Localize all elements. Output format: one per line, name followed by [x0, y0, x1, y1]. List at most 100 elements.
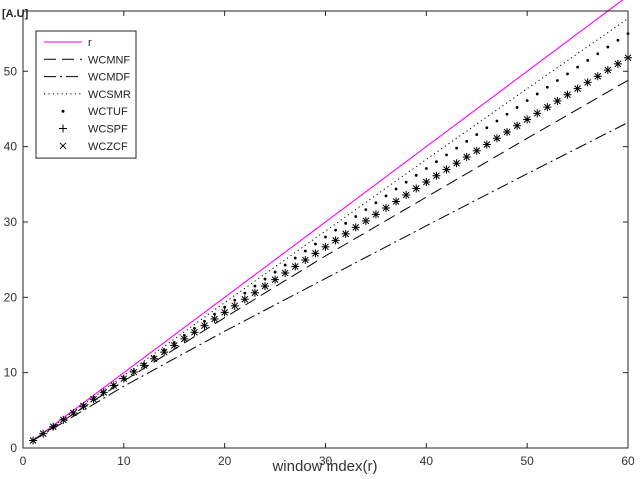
- data-point-wctuf: [475, 133, 479, 136]
- data-point-wczcf: [493, 134, 501, 142]
- data-point-wctuf: [344, 221, 348, 225]
- data-point-wctuf: [505, 112, 509, 116]
- legend-box: [35, 30, 137, 159]
- series-line-r: [32, 0, 624, 441]
- data-point-wczcf: [59, 416, 67, 424]
- data-point-wczcf: [291, 263, 299, 270]
- data-point-wczcf: [614, 60, 622, 68]
- data-point-wczcf: [180, 335, 188, 343]
- data-point-wczcf: [221, 309, 229, 316]
- data-point-wctuf: [556, 79, 559, 82]
- data-point-wctuf: [374, 201, 378, 205]
- data-point-wctuf: [404, 180, 408, 184]
- data-point-wczcf: [251, 289, 259, 297]
- y-tick-label: 30: [4, 215, 18, 229]
- data-point-wctuf: [586, 59, 590, 62]
- y-tick-label: 20: [4, 290, 18, 304]
- data-point-wctuf: [243, 291, 247, 295]
- data-point-wctuf: [495, 119, 499, 123]
- data-point-wczcf: [211, 315, 218, 323]
- data-point-wczcf: [90, 395, 97, 403]
- data-point-wczcf: [433, 172, 440, 180]
- data-point-wczcf: [382, 204, 390, 212]
- data-point-wczcf: [49, 423, 57, 431]
- data-point-wctuf: [334, 228, 337, 232]
- legend-swatch-wcspf: [59, 124, 67, 133]
- legend-label-r: r: [88, 37, 92, 49]
- legend-swatch-wczcf: [59, 142, 67, 150]
- data-point-wczcf: [533, 109, 541, 117]
- data-point-wctuf: [535, 92, 539, 96]
- x-tick-label: 0: [20, 454, 27, 468]
- data-point-wczcf: [412, 185, 420, 192]
- data-point-wczcf: [523, 116, 531, 123]
- data-point-wctuf: [414, 173, 418, 177]
- data-point-wctuf: [253, 284, 257, 288]
- legend-label-wcmdf: WCMDF: [88, 72, 130, 84]
- data-point-wczcf: [574, 85, 581, 92]
- data-point-wczcf: [29, 437, 37, 444]
- data-point-wczcf: [241, 295, 249, 303]
- x-tick-label: 40: [420, 454, 434, 468]
- data-point-wctuf: [324, 235, 327, 239]
- data-point-wczcf: [160, 348, 168, 356]
- x-tick-label: 20: [218, 454, 232, 468]
- data-point-wczcf: [261, 282, 269, 290]
- data-point-wctuf: [566, 72, 569, 76]
- legend: r WCMNF WCMDF WCSMR WCTUF WCSPF WCZCF: [35, 30, 137, 159]
- data-point-wczcf: [554, 97, 561, 105]
- data-point-wctuf: [314, 242, 317, 246]
- data-point-wczcf: [332, 236, 339, 244]
- data-point-wctuf: [384, 194, 388, 198]
- legend-label-wczcf: WCZCF: [88, 141, 128, 153]
- x-tick-label: 50: [520, 454, 534, 468]
- data-point-wczcf: [372, 211, 380, 218]
- data-point-wczcf: [402, 191, 410, 199]
- data-point-wctuf: [465, 139, 469, 143]
- data-point-wczcf: [604, 66, 612, 74]
- data-point-wczcf: [80, 402, 87, 410]
- data-point-wczcf: [322, 243, 329, 251]
- data-point-wctuf: [354, 215, 358, 218]
- data-point-wctuf: [455, 146, 458, 150]
- data-point-wczcf: [543, 103, 551, 111]
- data-point-wctuf: [424, 167, 428, 170]
- data-point-wczcf: [392, 198, 400, 205]
- series-line-wcsmr: [32, 18, 629, 441]
- data-point-wctuf: [203, 319, 206, 323]
- data-point-wczcf: [301, 256, 309, 264]
- data-point-wczcf: [594, 72, 602, 80]
- data-point-wczcf: [201, 322, 208, 329]
- data-point-wczcf: [463, 153, 471, 161]
- y-tick-label: 40: [4, 140, 18, 154]
- data-point-wctuf: [273, 270, 277, 274]
- data-point-wczcf: [503, 128, 511, 136]
- data-point-wctuf: [233, 298, 237, 302]
- data-point-wctuf: [263, 277, 267, 281]
- data-point-wczcf: [140, 362, 148, 369]
- data-point-wczcf: [584, 79, 592, 86]
- x-tick-label: 10: [117, 454, 131, 468]
- data-point-wczcf: [110, 382, 118, 389]
- data-point-wctuf: [576, 65, 579, 69]
- y-axis-unit-label: [A.U]: [2, 8, 29, 20]
- data-point-wczcf: [443, 166, 450, 173]
- data-point-wczcf: [483, 141, 491, 148]
- data-point-wczcf: [130, 368, 138, 376]
- data-point-wctuf: [364, 208, 368, 212]
- data-point-wctuf: [485, 126, 489, 130]
- data-point-wczcf: [281, 269, 289, 277]
- data-point-wctuf: [515, 106, 519, 109]
- data-point-wctuf: [606, 45, 610, 49]
- data-point-wczcf: [271, 276, 279, 283]
- data-point-wctuf: [525, 99, 529, 103]
- data-point-wczcf: [362, 217, 370, 225]
- data-point-wczcf: [231, 302, 239, 310]
- data-point-wczcf: [150, 355, 158, 363]
- y-tick-label: 50: [4, 64, 18, 78]
- x-tick-label: 60: [621, 454, 635, 468]
- data-point-wctuf: [545, 85, 549, 89]
- legend-label-wcsmr: WCSMR: [88, 89, 131, 101]
- legend-label-wcmnf: WCMNF: [88, 54, 130, 66]
- data-point-wczcf: [39, 430, 47, 437]
